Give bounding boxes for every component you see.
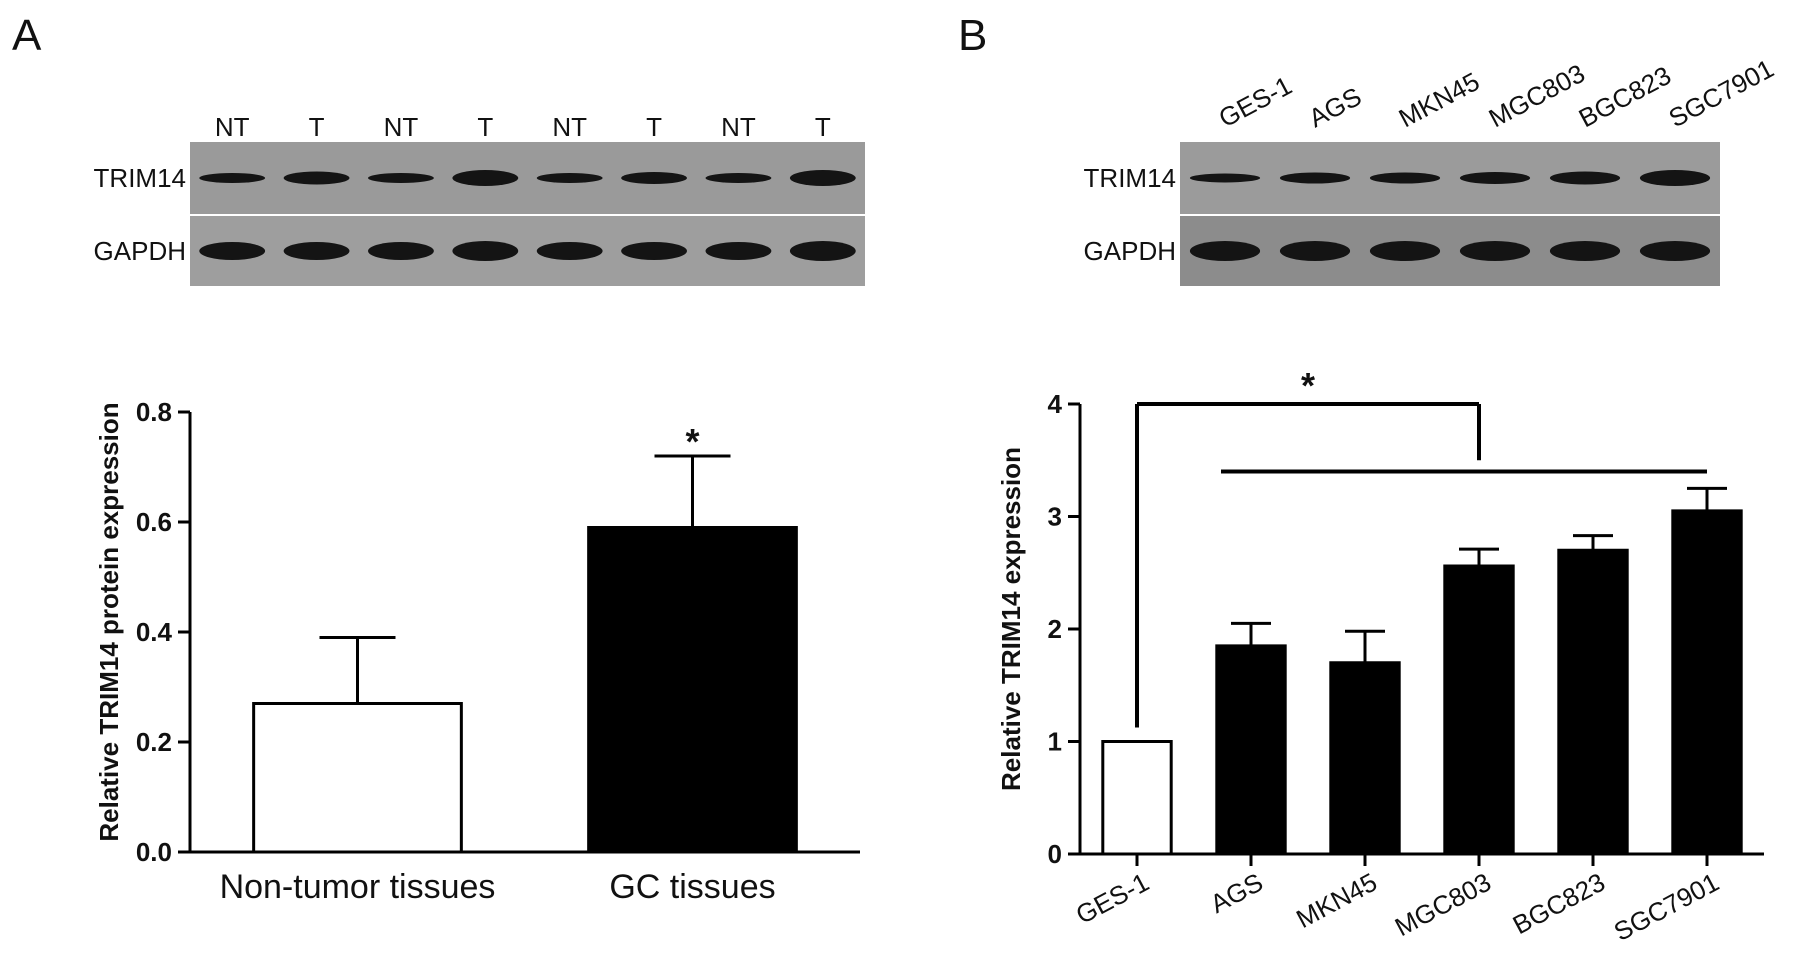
- blot-a-band: [199, 242, 266, 260]
- blot-b-lane-label: AGS: [1304, 81, 1367, 133]
- panel-b-letter: B: [958, 11, 987, 60]
- blot-a-lane-label: T: [477, 112, 493, 142]
- blot-b-band: [1459, 172, 1531, 184]
- chart-b-category-label: MKN45: [1291, 867, 1382, 934]
- blot-a-band: [536, 173, 603, 183]
- chart-b-category-label: GES-1: [1071, 867, 1154, 930]
- blot-a-band: [536, 242, 603, 260]
- chart-b-y-tick-label: 1: [1048, 727, 1062, 757]
- blot-a-band: [705, 173, 772, 183]
- chart-a-category-label: GC tissues: [609, 868, 775, 906]
- blot-b-row-label: GAPDH: [1084, 236, 1176, 266]
- blot-a-band: [789, 170, 856, 186]
- blot-b-lane-label: MKN45: [1394, 66, 1485, 133]
- bar-chart-a: 0.0 0.2 0.4 0.6 0.8 Relative TRIM14 protein e…: [94, 397, 860, 906]
- blot-a-band: [621, 242, 687, 260]
- chart-b-bar: [1671, 509, 1743, 856]
- chart-b-y-tick-label: 2: [1048, 614, 1062, 644]
- blot-a-band: [705, 242, 772, 260]
- chart-b-y-tick-label: 4: [1048, 389, 1063, 419]
- chart-b-significance-star: *: [1301, 365, 1315, 406]
- chart-a-y-axis-title: Relative TRIM14 protein expression: [94, 402, 124, 841]
- chart-b-y-tick-label: 3: [1048, 502, 1062, 532]
- blot-a-lane-label: NT: [721, 112, 756, 142]
- panel-a-letter: A: [12, 11, 42, 60]
- chart-a-y-tick-label: 0.0: [136, 837, 172, 867]
- blot-a-lane-label: NT: [384, 112, 419, 142]
- blot-a-band: [368, 242, 434, 260]
- chart-a-y-tick-label: 0.2: [136, 727, 172, 757]
- chart-b-bar: [1329, 661, 1401, 856]
- blot-a-row-label: GAPDH: [94, 236, 186, 266]
- blot-a-lane-label: T: [309, 112, 325, 142]
- blot-a-lane-label: T: [815, 112, 831, 142]
- chart-b-category-label: AGS: [1205, 867, 1268, 919]
- chart-a-y-tick-label: 0.6: [136, 507, 172, 537]
- chart-b-category-label: SGC7901: [1609, 867, 1724, 947]
- blot-b-band: [1279, 241, 1351, 261]
- blot-a-band: [283, 242, 350, 260]
- blot-a-band: [452, 241, 519, 261]
- blot-a-band: [789, 241, 856, 261]
- blot-b-lane-label: BGC823: [1574, 60, 1676, 133]
- blot-b-band: [1459, 241, 1531, 261]
- chart-b-bar: [1557, 548, 1629, 856]
- blot-b-band: [1369, 241, 1441, 261]
- blot-b-band: [1279, 172, 1351, 184]
- blot-a-row-label: TRIM14: [94, 163, 186, 193]
- blot-b-band: [1639, 170, 1711, 186]
- blot-a-lane-label: T: [646, 112, 662, 142]
- western-blot-a: NT T NT T NT T NT T TRIM14 GAPDH: [94, 112, 865, 286]
- blot-a-band: [368, 173, 434, 183]
- blot-b-lane-label: GES-1: [1214, 70, 1297, 133]
- blot-a-band: [199, 173, 266, 183]
- chart-a-y-tick-label: 0.4: [136, 617, 173, 647]
- bar-chart-b: 0 1 2 3 4 Relative TRIM14 expression GES-1 AGS M…: [996, 365, 1764, 947]
- chart-a-significance-star: *: [685, 421, 699, 462]
- blot-a-band: [283, 171, 350, 185]
- blot-b-band: [1369, 172, 1441, 184]
- chart-b-y-axis-title: Relative TRIM14 expression: [996, 447, 1026, 791]
- blot-b-band: [1549, 241, 1621, 261]
- blot-b-lane-label: MGC803: [1484, 58, 1590, 133]
- blot-b-row-label: TRIM14: [1084, 163, 1176, 193]
- chart-a-bar: [252, 702, 463, 854]
- blot-a-band: [452, 170, 519, 186]
- blot-b-lane-label: SGC7901: [1664, 53, 1779, 133]
- blot-b-strip-0: [1180, 142, 1720, 214]
- blot-b-band: [1639, 241, 1711, 261]
- blot-b-band: [1189, 173, 1261, 183]
- chart-b-category-label: BGC823: [1508, 867, 1610, 940]
- chart-b-bar: [1101, 740, 1173, 856]
- blot-b-strip-1: [1180, 216, 1720, 286]
- blot-a-band: [621, 172, 687, 184]
- blot-b-band: [1189, 241, 1261, 261]
- chart-b-category-label: MGC803: [1390, 867, 1496, 942]
- chart-a-y-tick-label: 0.8: [136, 397, 172, 427]
- chart-a-category-label: Non-tumor tissues: [220, 868, 496, 906]
- chart-b-y-tick-label: 0: [1048, 839, 1062, 869]
- blot-b-band: [1549, 171, 1621, 185]
- chart-b-bar: [1215, 644, 1287, 856]
- chart-b-bar: [1443, 564, 1515, 856]
- blot-a-lane-label: NT: [215, 112, 250, 142]
- panel-b: B GES-1 AGS MKN45 MGC803BGC823SGC7901TRIM14…: [958, 11, 1779, 947]
- blot-a-lane-label: NT: [552, 112, 587, 142]
- chart-a-bar: [587, 526, 798, 854]
